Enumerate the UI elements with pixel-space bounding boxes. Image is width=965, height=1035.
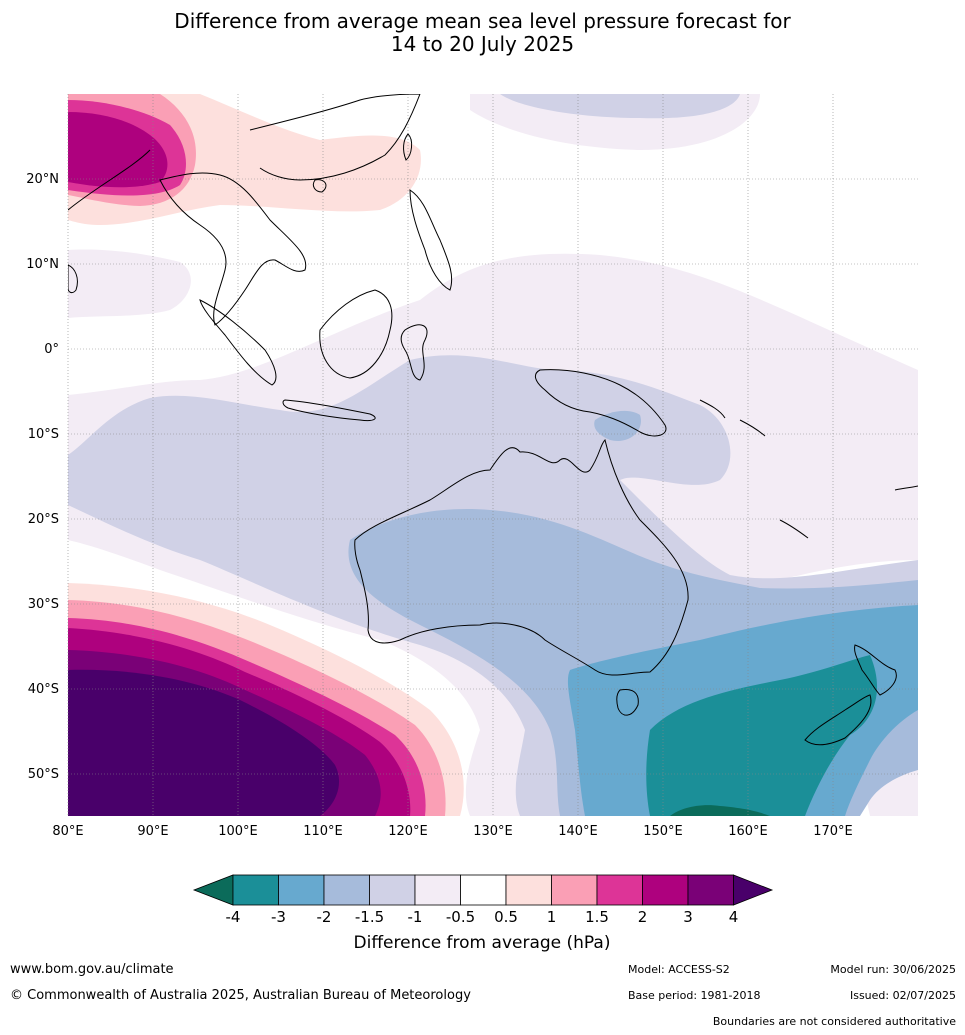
new-guinea-coastline	[534, 369, 667, 437]
colorbar-tick: -2	[317, 908, 332, 926]
colorbar-tick: 1	[547, 908, 557, 926]
title-line-2: 14 to 20 July 2025	[390, 32, 575, 56]
indochina-coastline	[159, 172, 307, 326]
india-coastline	[68, 149, 151, 211]
colorbar-tick: -3	[271, 908, 286, 926]
borneo-coastline	[319, 289, 393, 379]
colorbar-tick: 3	[683, 908, 693, 926]
lon-label: 150°E	[643, 824, 683, 839]
china-coastline	[249, 94, 421, 181]
lon-label: 140°E	[558, 824, 598, 839]
coastlines	[68, 94, 918, 746]
colorbar-swatch	[687, 874, 734, 906]
colorbar-label: Difference from average (hPa)	[354, 933, 611, 953]
colorbar-tick: 0.5	[494, 908, 518, 926]
java-coastline	[282, 399, 376, 421]
footer-url: www.bom.gov.au/climate	[10, 962, 174, 977]
footer-issued: Issued: 02/07/2025	[850, 989, 956, 1002]
colorbar-swatch	[551, 874, 598, 906]
footer-copyright: © Commonwealth of Australia 2025, Austra…	[10, 988, 471, 1003]
colorbar	[192, 874, 774, 906]
anomaly-region-neg4	[646, 655, 878, 816]
title-line-1: Difference from average mean sea level p…	[174, 9, 791, 33]
tasmania-coastline	[616, 689, 639, 716]
graticule	[67, 94, 918, 816]
footer-model: Model: ACCESS-S2	[628, 963, 730, 976]
lat-label: 10°N	[26, 257, 59, 272]
latitude-labels: 20°N 10°N 0° 10°S 20°S 30°S 40°S 50°S	[26, 172, 59, 782]
colorbar-swatch	[323, 874, 370, 906]
colorbar-swatch	[278, 874, 325, 906]
lat-label: 10°S	[28, 427, 59, 442]
map-title: Difference from average mean sea level p…	[0, 10, 965, 56]
colorbar-swatch	[232, 874, 279, 906]
new-zealand-coastline	[854, 644, 897, 696]
lat-label: 40°S	[28, 682, 59, 697]
lon-label: 170°E	[813, 824, 853, 839]
anomaly-region-lt-neg4	[670, 805, 770, 816]
lat-label: 0°	[44, 342, 59, 357]
lon-label: 130°E	[473, 824, 513, 839]
footer-base-period: Base period: 1981-2018	[628, 989, 760, 1002]
colorbar-extend-low	[192, 874, 234, 906]
footer-disclaimer: Boundaries are not considered authoritat…	[713, 1015, 956, 1028]
lat-label: 20°S	[28, 512, 59, 527]
lat-label: 50°S	[28, 767, 59, 782]
lon-label: 160°E	[728, 824, 768, 839]
longitude-labels: 80°E 90°E 100°E 110°E 120°E 130°E 140°E …	[52, 824, 852, 839]
sumatra-coastline	[199, 299, 277, 386]
footer-model-run: Model run: 30/06/2025	[830, 963, 956, 976]
lon-label: 80°E	[52, 824, 83, 839]
colorbar-swatch	[505, 874, 552, 906]
colorbar-tick: -1.5	[355, 908, 384, 926]
lat-label: 30°S	[28, 597, 59, 612]
lon-label: 90°E	[137, 824, 168, 839]
colorbar-tick: 4	[729, 908, 739, 926]
colorbar-tick: -1	[408, 908, 423, 926]
colorbar-tick: -4	[226, 908, 241, 926]
australia-coastline	[354, 439, 689, 676]
colorbar-swatch	[460, 874, 507, 906]
colorbar-tick: -0.5	[446, 908, 475, 926]
colorbar-ticks: -4 -3 -2 -1.5 -1 -0.5 0.5 1 1.5 2 3 4	[226, 908, 739, 926]
lat-label: 20°N	[26, 172, 59, 187]
colorbar-swatch	[642, 874, 689, 906]
lon-label: 120°E	[388, 824, 428, 839]
lon-label: 110°E	[303, 824, 343, 839]
colorbar-swatch	[596, 874, 643, 906]
colorbar-swatch	[414, 874, 461, 906]
colorbar-tick: 1.5	[585, 908, 609, 926]
anomaly-region-gt4	[68, 669, 340, 816]
colorbar-extend-high	[733, 874, 774, 906]
lon-label: 100°E	[218, 824, 258, 839]
colorbar-swatch	[369, 874, 416, 906]
colorbar-tick: 2	[638, 908, 648, 926]
